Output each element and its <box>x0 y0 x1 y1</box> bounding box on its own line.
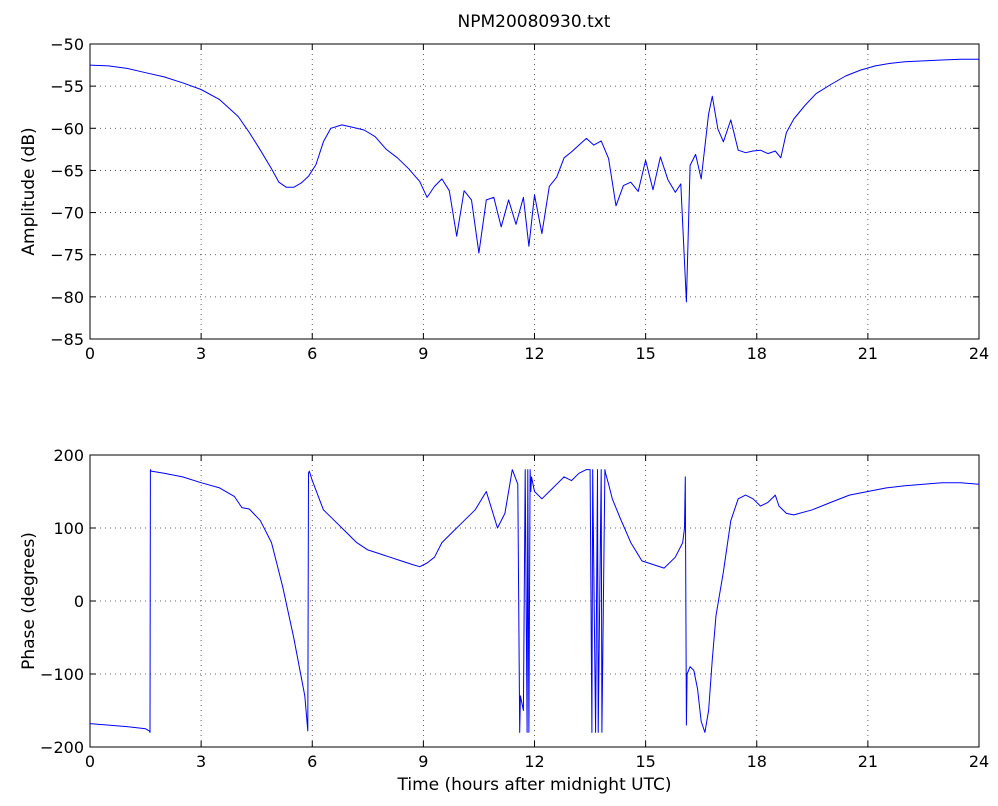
amplitude-y-tick-label: −85 <box>50 330 84 349</box>
amplitude-y-axis-label: Amplitude (dB) <box>19 127 39 255</box>
amplitude-x-tick-label: 18 <box>747 344 767 363</box>
phase-x-tick-label: 9 <box>418 752 428 771</box>
phase-x-tick-label: 12 <box>524 752 544 771</box>
amplitude-x-tick-label: 15 <box>635 344 655 363</box>
amplitude-y-tick-label: −75 <box>50 246 84 265</box>
phase-series-line <box>89 469 980 733</box>
phase-y-axis-label: Phase (degrees) <box>19 532 39 670</box>
phase-x-tick-label: 24 <box>969 752 989 771</box>
amplitude-y-tick-label: −60 <box>50 119 84 138</box>
amplitude-x-tick-label: 3 <box>196 344 206 363</box>
phase-x-tick-label: 21 <box>858 752 878 771</box>
amplitude-x-tick-label: 9 <box>418 344 428 363</box>
amplitude-y-tick-label: −50 <box>50 35 84 54</box>
amplitude-x-tick-label: 0 <box>85 344 95 363</box>
amplitude-x-tick-label: 24 <box>969 344 989 363</box>
phase-y-tick-label: 100 <box>53 519 84 538</box>
amplitude-plot: 0 3 6 9 12 15 18 21 24 −85 −80 −75 −70 −65 −60 −55 −50 Am… <box>19 35 989 363</box>
phase-y-tick-label: 0 <box>74 592 84 611</box>
phase-x-tick-label: 6 <box>307 752 317 771</box>
phase-y-tick-label: −100 <box>40 665 84 684</box>
phase-y-tick-label: −200 <box>40 738 84 757</box>
amplitude-x-tick-label: 6 <box>307 344 317 363</box>
phase-x-tick-label: 15 <box>635 752 655 771</box>
phase-y-tick-label: 200 <box>53 446 84 465</box>
phase-x-axis-label: Time (hours after midnight UTC) <box>396 775 671 795</box>
phase-plot: 0 3 6 9 12 15 18 21 24 −200 −100 0 100 200 Phase (degr… <box>19 446 989 795</box>
chart-title: NPM20080930.txt <box>458 12 611 32</box>
amplitude-x-tick-label: 12 <box>524 344 544 363</box>
phase-x-tick-label: 3 <box>196 752 206 771</box>
amplitude-y-tick-label: −55 <box>50 77 84 96</box>
phase-x-tick-label: 18 <box>747 752 767 771</box>
amplitude-series-line <box>89 58 979 303</box>
amplitude-y-tick-label: −70 <box>50 204 84 223</box>
amplitude-y-tick-label: −65 <box>50 161 84 180</box>
amplitude-y-tick-label: −80 <box>50 288 84 307</box>
phase-x-tick-label: 0 <box>85 752 95 771</box>
amplitude-x-tick-label: 21 <box>858 344 878 363</box>
